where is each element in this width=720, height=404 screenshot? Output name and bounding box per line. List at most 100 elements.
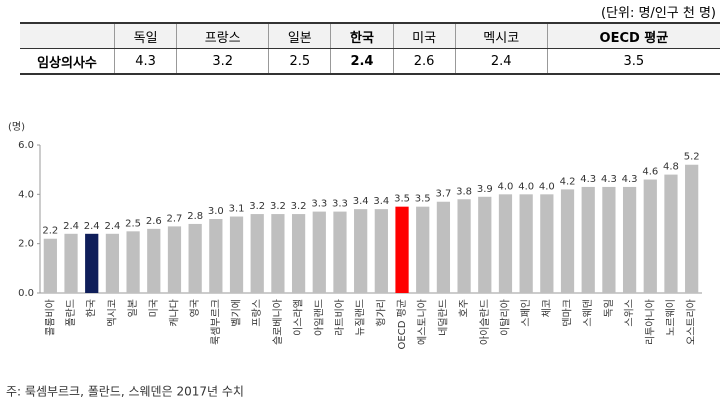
value-label: 4.3 <box>601 174 617 185</box>
data-row: 임상의사수 4.3 3.2 2.5 2.4 2.6 2.4 3.5 <box>20 48 720 75</box>
bar <box>147 228 161 293</box>
bar <box>312 211 326 293</box>
x-tick-label: 폴란드 <box>65 299 77 327</box>
header-cell: 한국 <box>330 22 394 49</box>
x-tick-label: 스페인 <box>520 299 532 327</box>
y-tick-label: 6.0 <box>18 140 34 151</box>
header-cell: 독일 <box>113 22 177 49</box>
cell: 3.5 <box>546 48 720 75</box>
bar <box>85 233 99 293</box>
cell: 3.2 <box>176 48 269 75</box>
x-tick-label: 헝가리 <box>375 299 387 327</box>
y-axis-label: (명) <box>8 121 25 133</box>
x-tick-label: 아일랜드 <box>313 299 325 336</box>
bar <box>333 211 347 293</box>
value-label: 2.4 <box>104 221 120 232</box>
value-label: 2.6 <box>146 216 162 227</box>
x-tick-label: 콜롬비아 <box>44 299 56 336</box>
x-tick-label: 영국 <box>189 299 201 317</box>
value-label: 3.4 <box>353 196 369 207</box>
value-label: 4.0 <box>518 181 534 192</box>
value-label: 5.2 <box>684 152 700 163</box>
value-label: 4.2 <box>560 176 576 187</box>
x-tick-label: 멕시코 <box>106 299 118 327</box>
bar <box>229 216 244 293</box>
bar <box>457 199 471 293</box>
bar <box>643 179 657 293</box>
x-tick-label: 룩셈부르크 <box>210 299 222 345</box>
chart: (명) 주: 룩셈부르크, 폴란드, 스웨덴은 2017년 수치 0.0 2.0 4… <box>6 121 702 399</box>
value-label: 3.3 <box>332 199 348 210</box>
cell: 2.4 <box>330 48 394 75</box>
bar <box>64 233 78 293</box>
summary-table: 독일 프랑스 일본 한국 미국 멕시코 OECD 평균 임상의사수 4.3 3.… <box>20 22 720 75</box>
x-tick-label: OECD 평균 <box>396 299 408 349</box>
footnote: 주: 룩셈부르크, 폴란드, 스웨덴은 2017년 수치 <box>6 385 244 399</box>
bar <box>395 206 409 293</box>
row-label: 임상의사수 <box>20 48 115 75</box>
value-label: 3.2 <box>249 201 265 212</box>
value-label: 4.0 <box>498 181 514 192</box>
bar <box>436 201 451 293</box>
bar <box>43 238 57 293</box>
value-label: 2.7 <box>167 213 183 224</box>
bar <box>354 209 368 293</box>
x-tick-label: 이탈리아 <box>498 299 511 336</box>
value-label: 3.3 <box>311 199 327 210</box>
x-tick-label: 일본 <box>127 299 139 317</box>
value-label: 2.2 <box>42 226 58 237</box>
bar <box>291 214 306 293</box>
x-tick-label: 노르웨이 <box>665 299 677 336</box>
value-label: 3.0 <box>208 206 224 217</box>
value-label: 3.2 <box>270 201 286 212</box>
x-tick-label: 호주 <box>458 299 470 317</box>
cell: 2.5 <box>268 48 331 75</box>
x-tick-label: 미국 <box>148 299 160 317</box>
x-tick-label: 덴마크 <box>562 299 574 327</box>
bar <box>126 231 140 293</box>
unit-note: (단위: 명/인구 천 명) <box>600 6 716 21</box>
bar <box>271 214 285 293</box>
value-label: 4.0 <box>539 181 555 192</box>
value-label: 2.5 <box>125 218 141 229</box>
x-tick-label: 리투아니아 <box>644 299 656 345</box>
bar <box>416 206 430 293</box>
bar <box>602 186 616 293</box>
header-cell: 프랑스 <box>176 22 269 49</box>
x-tick-label: 네덜란드 <box>437 299 449 336</box>
x-tick-label: 슬로베니아 <box>272 299 284 345</box>
x-tick-label: 스위스 <box>623 299 636 327</box>
x-tick-label: 라트비아 <box>334 299 346 336</box>
bar <box>540 194 554 293</box>
bar <box>685 164 699 293</box>
cell: 2.4 <box>454 48 548 75</box>
x-tick-label: 이스라엘 <box>292 299 305 336</box>
bar <box>498 194 513 293</box>
x-tick-label: 에스토니아 <box>417 299 429 345</box>
y-tick-label: 2.0 <box>18 239 34 250</box>
x-tick-label: 체코 <box>541 299 553 317</box>
cell: 4.3 <box>113 48 177 75</box>
x-tick-label: 프랑스 <box>251 299 263 327</box>
bar <box>374 209 388 293</box>
value-label: 2.8 <box>187 211 203 222</box>
cell: 2.6 <box>392 48 456 75</box>
x-tick-label: 한국 <box>86 299 98 317</box>
bar <box>209 219 223 293</box>
value-label: 4.3 <box>622 174 638 185</box>
x-tick-label: 오스트리아 <box>686 299 698 345</box>
x-tick-label: 독일 <box>603 299 615 317</box>
value-label: 2.4 <box>63 221 79 232</box>
y-tick-label: 4.0 <box>18 189 34 200</box>
value-label: 3.5 <box>394 194 410 205</box>
value-label: 3.5 <box>415 194 431 205</box>
bar <box>167 226 182 293</box>
value-label: 4.3 <box>580 174 596 185</box>
x-tick-label: 스웨덴 <box>582 299 594 327</box>
bar <box>105 233 120 293</box>
bar <box>250 214 264 293</box>
bar <box>581 186 595 293</box>
bar <box>478 196 492 293</box>
x-tick-label: 캐나다 <box>168 299 180 327</box>
